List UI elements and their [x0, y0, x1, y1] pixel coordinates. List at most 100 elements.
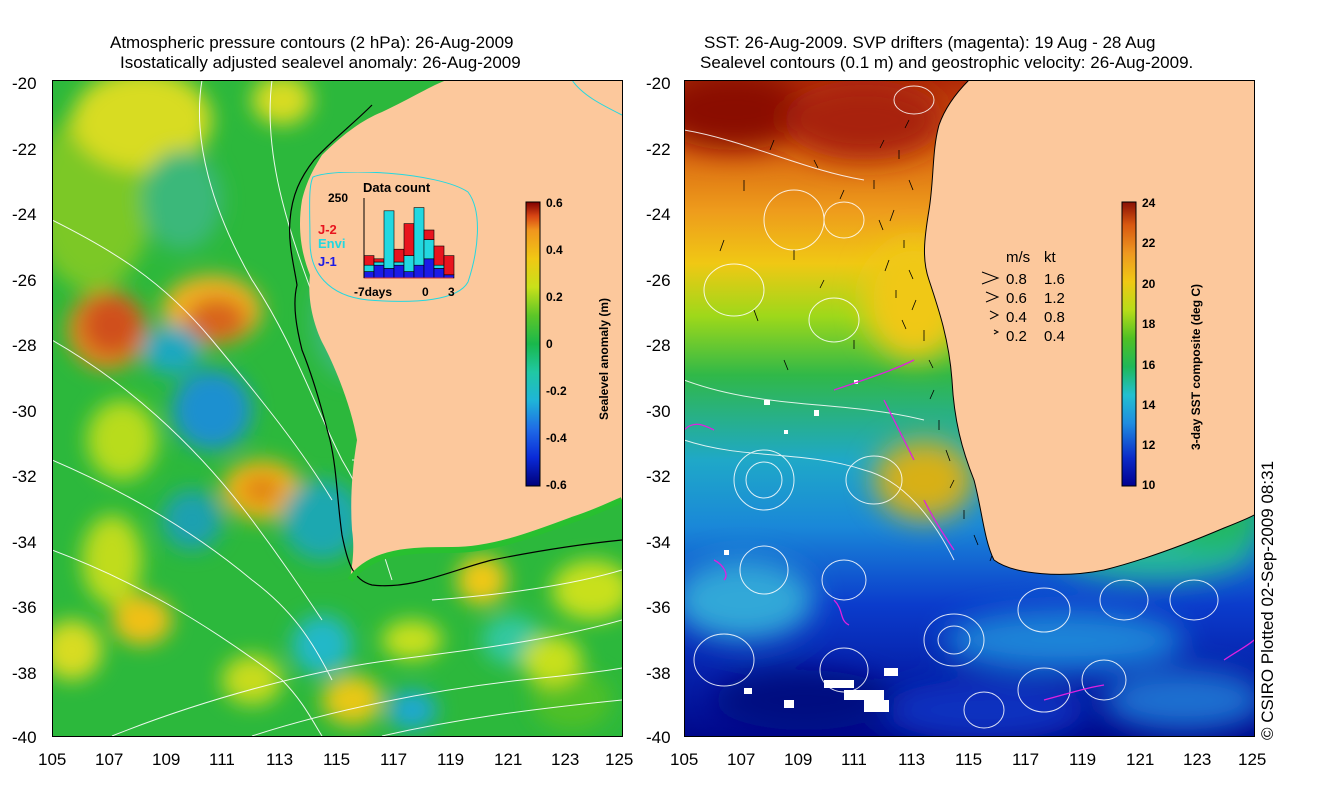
- sla-tick-1: 0.4: [546, 243, 563, 257]
- velocity-arrow: [719, 239, 725, 252]
- left-y-tick: -34: [12, 533, 37, 552]
- velocity-arrow: [929, 389, 935, 400]
- right-y-tick: -28: [646, 336, 671, 355]
- sla-tick-0: 0.6: [546, 196, 563, 210]
- inset-bar-j1: [383, 268, 395, 279]
- sst-tick-4: 16: [1142, 358, 1156, 372]
- right-title-line2: Sealevel contours (0.1 m) and geostrophi…: [700, 53, 1194, 72]
- velocity-arrow: [928, 359, 934, 369]
- right-x-tick: 111: [841, 750, 867, 769]
- left-x-tick: 117: [380, 750, 408, 769]
- inset-bar-envi: [433, 264, 445, 269]
- velocity-key-ms-2: 0.4: [1006, 309, 1027, 326]
- left-x-tick: 113: [266, 750, 294, 769]
- velocity-key-ms-0: 0.8: [1006, 271, 1027, 288]
- inset-bar-j2: [443, 255, 455, 276]
- sst-tick-1: 22: [1142, 236, 1156, 250]
- sst-tick-3: 18: [1142, 317, 1156, 331]
- left-x-tick: 125: [605, 750, 634, 769]
- velocity-arrow: [973, 534, 979, 546]
- velocity-arrow: [908, 179, 914, 191]
- left-y-tick: -40: [12, 728, 37, 747]
- velocity-arrow: [911, 299, 917, 311]
- left-title-line2: Isostatically adjusted sealevel anomaly:…: [120, 53, 521, 72]
- sst-map: [684, 80, 1255, 737]
- left-x-tick: 115: [323, 750, 351, 769]
- velocity-key-kt-3: 0.4: [1044, 328, 1065, 345]
- inset-bar-envi: [363, 264, 375, 272]
- inset-bar-j1: [433, 268, 445, 279]
- inset-bar-envi: [403, 255, 415, 272]
- inset-xlabel-zero: 0: [422, 285, 429, 299]
- inset-bar-j1: [423, 258, 435, 279]
- data-count-inset: Data count 250 J-2 Envi J-1 -7days 0 3: [309, 172, 478, 302]
- velocity-key-kt-0: 1.6: [1044, 271, 1065, 288]
- right-x-tick: 125: [1238, 750, 1267, 769]
- inset-bar-j2: [363, 255, 375, 266]
- inset-bar-j1: [373, 264, 385, 279]
- left-y-tick: -22: [12, 140, 37, 159]
- sst-colorbar: 24 22 20 18 16 14 12 10 3-day SST compos…: [1121, 196, 1203, 492]
- velocity-arrow: [839, 189, 845, 200]
- velocity-arrow: [753, 309, 759, 322]
- velocity-arrow: [945, 449, 951, 462]
- right-y-tick: -34: [646, 533, 671, 552]
- sst-colorbar-label: 3-day SST composite (deg C): [1189, 284, 1203, 450]
- velocity-arrow: [813, 159, 819, 169]
- sst-tick-0: 24: [1142, 196, 1156, 210]
- left-y-tick: -26: [12, 271, 37, 290]
- velocity-key-ms-1: 0.6: [1006, 290, 1027, 307]
- right-y-tick: -40: [646, 728, 671, 747]
- left-x-tick: 121: [494, 750, 523, 769]
- inset-bar-j2: [373, 258, 385, 263]
- left-x-tick: 111: [209, 750, 235, 769]
- right-x-tick: 105: [670, 750, 699, 769]
- sst-tick-7: 10: [1142, 478, 1156, 492]
- left-x-tick: 109: [152, 750, 181, 769]
- left-y-tick: -36: [12, 598, 37, 617]
- sst-tick-6: 12: [1142, 438, 1156, 452]
- velocity-arrow: [783, 359, 789, 371]
- sla-colorbar-label: Sealevel anomaly (m): [597, 298, 611, 420]
- sla-tick-2: 0.2: [546, 290, 563, 304]
- left-x-tick: 107: [95, 750, 124, 769]
- velocity-arrow: [819, 279, 825, 289]
- inset-bar-envi: [373, 261, 385, 266]
- inset-bar-j1: [413, 264, 425, 279]
- left-y-tick: -24: [12, 205, 37, 224]
- velocity-arrow: [884, 259, 890, 272]
- velocity-key-header-ms: m/s: [1006, 249, 1030, 266]
- inset-legend-envi: Envi: [318, 236, 345, 251]
- sla-tick-3: 0: [546, 337, 553, 351]
- inset-bar-j2: [423, 229, 435, 240]
- left-y-tick: -38: [12, 664, 37, 683]
- right-y-tick: -30: [646, 402, 671, 421]
- sla-tick-5: -0.4: [546, 431, 567, 445]
- inset-bar-envi: [413, 207, 425, 266]
- inset-title: Data count: [363, 180, 431, 195]
- right-x-tick: 113: [898, 750, 926, 769]
- inset-bar-envi: [383, 210, 395, 269]
- velocity-arrow: [901, 319, 907, 330]
- inset-bars: [363, 207, 455, 279]
- inset-bar-j1: [393, 264, 405, 279]
- inset-bar-j1: [363, 271, 375, 279]
- inset-xlabel-end: 3: [448, 285, 455, 299]
- velocity-arrow: [878, 219, 884, 231]
- left-x-tick: 105: [38, 750, 67, 769]
- inset-bar-j2: [433, 245, 445, 266]
- sla-tick-4: -0.2: [546, 384, 567, 398]
- inset-ymax-label: 250: [328, 191, 348, 205]
- velocity-arrow: [879, 139, 885, 149]
- velocity-key-ms-3: 0.2: [1006, 328, 1027, 345]
- right-x-tick: 109: [784, 750, 813, 769]
- left-x-tick: 123: [551, 750, 580, 769]
- left-y-tick: -20: [12, 74, 37, 93]
- inset-bar-envi: [423, 239, 435, 260]
- velocity-arrow: [904, 119, 910, 129]
- sla-tick-6: -0.6: [546, 478, 567, 492]
- left-y-tick: -30: [12, 402, 37, 421]
- sla-colorbar: 0.6 0.4 0.2 0 -0.2 -0.4 -0.6 Sealevel an…: [525, 196, 611, 492]
- right-x-tick: 121: [1126, 750, 1155, 769]
- right-y-tick: -36: [646, 598, 671, 617]
